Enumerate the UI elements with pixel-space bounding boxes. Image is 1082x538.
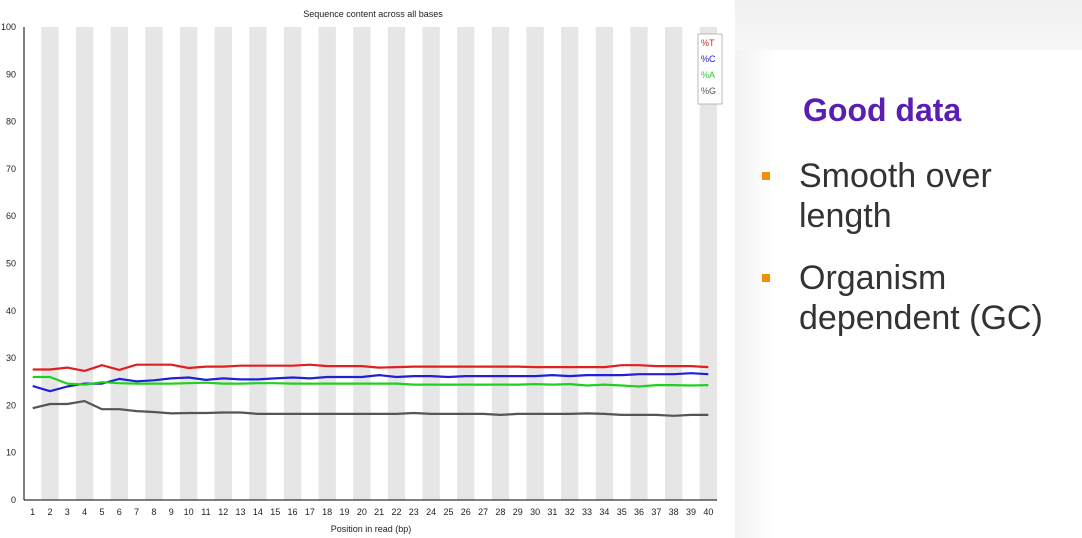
- y-tick-label: 90: [6, 69, 16, 79]
- x-tick-label: 32: [565, 507, 575, 517]
- grid-band: [457, 27, 475, 500]
- legend-box: [697, 33, 723, 105]
- bullet-text: Smooth over length: [799, 157, 992, 235]
- x-tick-label: 30: [530, 507, 540, 517]
- grid-band: [249, 27, 267, 500]
- x-tick-label: 22: [391, 507, 401, 517]
- y-tick-label: 50: [6, 259, 16, 269]
- y-tick-label: 0: [11, 495, 16, 505]
- x-tick-label: 31: [547, 507, 557, 517]
- x-tick-label: 29: [513, 507, 523, 517]
- x-tick-label: 12: [218, 507, 228, 517]
- legend-entry: %C: [701, 54, 716, 64]
- bullet-text: Organism dependent (GC): [799, 259, 1043, 337]
- grid-band: [561, 27, 579, 500]
- x-tick-label: 1: [30, 507, 35, 517]
- grid-band: [318, 27, 336, 500]
- grid-band: [214, 27, 232, 500]
- x-tick-label: 37: [651, 507, 661, 517]
- grid-band: [422, 27, 440, 500]
- grid-band: [699, 27, 717, 500]
- x-tick-label: 2: [47, 507, 52, 517]
- x-tick-label: 5: [99, 507, 104, 517]
- grid-band: [630, 27, 648, 500]
- x-tick-label: 33: [582, 507, 592, 517]
- bullet-item-organism: Organism dependent (GC): [759, 258, 1079, 338]
- series-line-g: [32, 400, 709, 417]
- x-tick-label: 14: [253, 507, 263, 517]
- grid-band: [179, 27, 198, 500]
- x-tick-label: 11: [201, 507, 210, 517]
- x-tick-label: 6: [117, 507, 122, 517]
- grid-band: [526, 27, 544, 500]
- x-tick-label: 18: [322, 507, 332, 517]
- x-tick-label: 36: [634, 507, 644, 517]
- x-tick-label: 27: [478, 507, 488, 517]
- grid-band: [491, 27, 510, 500]
- square-bullet-icon: [762, 274, 770, 282]
- legend-entry: %G: [701, 86, 716, 96]
- square-bullet-icon: [762, 172, 770, 180]
- x-tick-label: 7: [134, 507, 139, 517]
- y-tick-label: 40: [6, 306, 16, 316]
- bullet-item-smooth: Smooth over length: [759, 156, 1079, 236]
- x-tick-label: 17: [305, 507, 315, 517]
- grid-band: [283, 27, 302, 500]
- y-tick-label: 60: [6, 211, 16, 221]
- y-tick-label: 80: [6, 117, 16, 127]
- x-tick-label: 39: [686, 507, 696, 517]
- sequence-content-chart: 0 10 20 30 40 50 60 70 80 90 100 1 2 3 4 5 6 7 8 9 10 11 12 13…: [0, 9, 723, 534]
- series-line-a: [32, 375, 709, 388]
- grid-band: [145, 27, 163, 500]
- x-tick-label: 4: [82, 507, 87, 517]
- x-tick-label: 20: [357, 507, 367, 517]
- x-tick-label: 9: [169, 507, 174, 517]
- bullet-list: Smooth over length Organism dependent (G…: [759, 156, 1079, 360]
- x-tick-label: 16: [288, 507, 298, 517]
- grid-band: [665, 27, 683, 500]
- series-line-c: [32, 372, 709, 393]
- x-tick-label: 40: [703, 507, 713, 517]
- legend-entry: %T: [701, 38, 715, 48]
- x-tick-label: 8: [151, 507, 156, 517]
- legend-entry: %A: [701, 70, 715, 80]
- x-tick-label: 24: [426, 507, 436, 517]
- x-tick-label: 34: [599, 507, 609, 517]
- grid-band: [387, 27, 406, 500]
- x-tick-label: 10: [184, 507, 194, 517]
- grid-band: [595, 27, 614, 500]
- x-tick-label: 21: [374, 507, 384, 517]
- x-tick-label: 3: [65, 507, 70, 517]
- series-line-t: [32, 363, 709, 372]
- x-tick-label: 26: [461, 507, 471, 517]
- y-tick-label: 20: [6, 400, 16, 410]
- y-tick-label: 10: [6, 448, 16, 458]
- side-panel: Good data Smooth over length Organism de…: [735, 0, 1082, 538]
- top-band: [735, 0, 1082, 50]
- grid-band: [75, 27, 94, 500]
- x-tick-label: 28: [495, 507, 505, 517]
- x-axis-label: Position in read (bp): [331, 524, 412, 534]
- y-tick-label: 30: [6, 353, 16, 363]
- x-tick-label: 15: [270, 507, 280, 517]
- grid-band: [353, 27, 371, 500]
- grid-band: [41, 27, 59, 500]
- x-tick-label: 13: [236, 507, 246, 517]
- x-tick-label: 35: [617, 507, 627, 517]
- y-tick-label: 100: [1, 22, 16, 32]
- panel-title: Good data: [803, 92, 962, 128]
- y-tick-label: 70: [6, 164, 16, 174]
- chart-title: Sequence content across all bases: [303, 9, 443, 19]
- x-tick-label: 23: [409, 507, 419, 517]
- x-tick-label: 19: [340, 507, 350, 517]
- x-tick-label: 25: [443, 507, 453, 517]
- grid-band: [110, 27, 128, 500]
- x-tick-label: 38: [669, 507, 679, 517]
